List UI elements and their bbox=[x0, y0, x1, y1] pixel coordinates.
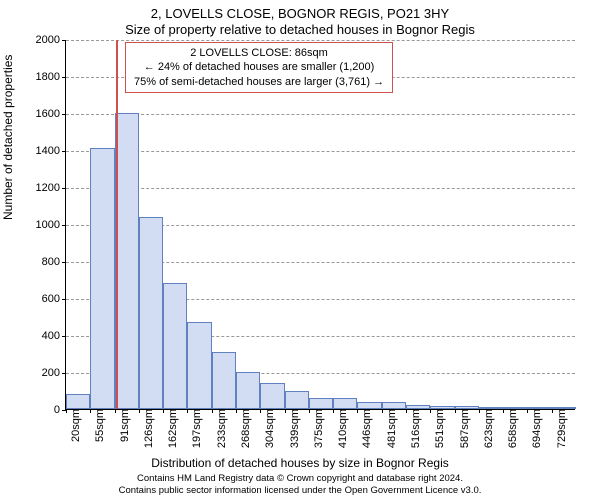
xtick-label: 126sqm bbox=[143, 409, 155, 448]
xtick-label: 694sqm bbox=[531, 409, 543, 448]
xtick-label: 516sqm bbox=[410, 409, 422, 448]
xtick-label: 623sqm bbox=[483, 409, 495, 448]
histogram-bar bbox=[382, 402, 406, 409]
xtick-mark bbox=[382, 409, 383, 413]
footnote: Contains HM Land Registry data © Crown c… bbox=[0, 473, 600, 496]
ytick-label: 2000 bbox=[36, 34, 66, 46]
xtick-label: 55sqm bbox=[94, 409, 106, 442]
histogram-bar bbox=[236, 372, 260, 409]
ytick-label: 1400 bbox=[36, 145, 66, 157]
xtick-mark bbox=[430, 409, 431, 413]
xtick-mark bbox=[285, 409, 286, 413]
xtick-mark bbox=[139, 409, 140, 413]
x-axis-label: Distribution of detached houses by size … bbox=[0, 456, 600, 470]
xtick-mark bbox=[503, 409, 504, 413]
xtick-mark bbox=[115, 409, 116, 413]
ytick-label: 200 bbox=[42, 367, 66, 379]
histogram-bar bbox=[357, 402, 381, 409]
ytick-label: 1600 bbox=[36, 108, 66, 120]
xtick-label: 304sqm bbox=[264, 409, 276, 448]
xtick-mark bbox=[357, 409, 358, 413]
xtick-label: 658sqm bbox=[507, 409, 519, 448]
ytick-label: 0 bbox=[54, 404, 66, 416]
histogram-bar bbox=[309, 398, 333, 409]
histogram-bar bbox=[285, 391, 309, 410]
chart-title: 2, LOVELLS CLOSE, BOGNOR REGIS, PO21 3HY bbox=[0, 6, 600, 21]
gridline bbox=[66, 114, 575, 115]
ytick-label: 1200 bbox=[36, 182, 66, 194]
xtick-label: 481sqm bbox=[386, 409, 398, 448]
xtick-mark bbox=[406, 409, 407, 413]
xtick-label: 729sqm bbox=[556, 409, 568, 448]
gridline bbox=[66, 188, 575, 189]
footnote-line1: Contains HM Land Registry data © Crown c… bbox=[0, 473, 600, 484]
chart-subtitle: Size of property relative to detached ho… bbox=[0, 22, 600, 37]
xtick-label: 91sqm bbox=[119, 409, 131, 442]
histogram-bar bbox=[90, 148, 114, 409]
xtick-mark bbox=[552, 409, 553, 413]
xtick-mark bbox=[187, 409, 188, 413]
xtick-mark bbox=[455, 409, 456, 413]
xtick-mark bbox=[212, 409, 213, 413]
xtick-mark bbox=[527, 409, 528, 413]
xtick-label: 162sqm bbox=[167, 409, 179, 448]
xtick-mark bbox=[66, 409, 67, 413]
ytick-label: 1000 bbox=[36, 219, 66, 231]
y-axis-label: Number of detached properties bbox=[1, 55, 15, 220]
xtick-label: 233sqm bbox=[216, 409, 228, 448]
histogram-bar bbox=[163, 283, 187, 409]
xtick-mark bbox=[90, 409, 91, 413]
xtick-mark bbox=[333, 409, 334, 413]
annotation-box: 2 LOVELLS CLOSE: 86sqm ← 24% of detached… bbox=[125, 42, 393, 93]
histogram-bar bbox=[333, 398, 357, 409]
xtick-mark bbox=[236, 409, 237, 413]
xtick-label: 551sqm bbox=[434, 409, 446, 448]
xtick-label: 446sqm bbox=[361, 409, 373, 448]
xtick-mark bbox=[309, 409, 310, 413]
xtick-mark bbox=[260, 409, 261, 413]
xtick-label: 197sqm bbox=[191, 409, 203, 448]
xtick-label: 410sqm bbox=[337, 409, 349, 448]
histogram-bar bbox=[66, 394, 90, 409]
histogram-bar bbox=[260, 383, 284, 409]
annotation-line2: ← 24% of detached houses are smaller (1,… bbox=[134, 60, 384, 74]
annotation-line3: 75% of semi-detached houses are larger (… bbox=[134, 75, 384, 89]
xtick-label: 20sqm bbox=[70, 409, 82, 442]
gridline bbox=[66, 40, 575, 41]
xtick-label: 587sqm bbox=[459, 409, 471, 448]
xtick-label: 268sqm bbox=[240, 409, 252, 448]
plot-area: 020040060080010001200140016001800200020s… bbox=[65, 40, 575, 410]
xtick-label: 339sqm bbox=[289, 409, 301, 448]
property-marker-line bbox=[116, 40, 118, 409]
ytick-label: 400 bbox=[42, 330, 66, 342]
xtick-mark bbox=[163, 409, 164, 413]
ytick-label: 800 bbox=[42, 256, 66, 268]
chart-container: 2, LOVELLS CLOSE, BOGNOR REGIS, PO21 3HY… bbox=[0, 0, 600, 500]
histogram-bar bbox=[212, 352, 236, 409]
annotation-line1: 2 LOVELLS CLOSE: 86sqm bbox=[134, 46, 384, 60]
gridline bbox=[66, 151, 575, 152]
histogram-bar bbox=[139, 217, 163, 409]
xtick-label: 375sqm bbox=[313, 409, 325, 448]
histogram-bar bbox=[187, 322, 211, 409]
footnote-line2: Contains public sector information licen… bbox=[0, 485, 600, 496]
xtick-mark bbox=[479, 409, 480, 413]
ytick-label: 1800 bbox=[36, 71, 66, 83]
ytick-label: 600 bbox=[42, 293, 66, 305]
